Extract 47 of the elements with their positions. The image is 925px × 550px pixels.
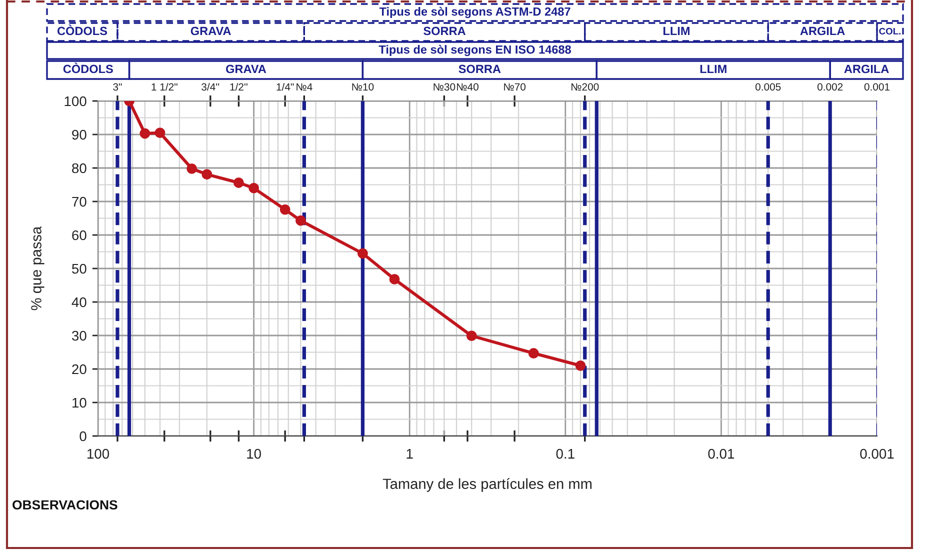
text: 3" [113,83,122,91]
text: ARGILA [844,64,889,74]
x-tick-label: 100 [87,448,110,459]
ref-line-label: 0.005 [755,83,781,91]
y-tick-label: 70 [72,196,86,207]
text: №30 [434,83,456,91]
text: Tipus de sòl segons EN ISO 14688 [378,44,571,56]
ref-line-label: 0.001 [864,83,890,91]
y-tick-label: 60 [72,230,86,240]
text: 1/4" [276,82,294,91]
text: LLIM [664,26,690,36]
y-tick-label: 30 [72,330,86,341]
y-tick-label: 90 [72,130,86,140]
text: №4 [296,83,312,91]
text: №70 [504,83,526,91]
text: №40 [457,83,478,91]
y-tick-label: 20 [72,364,86,374]
text: 1 1/2" [152,82,178,91]
text: SORRA [424,26,466,36]
text: CÒDOLS [57,24,108,36]
y-tick-label: 0 [80,431,86,442]
text: №200 [572,83,599,91]
y-axis-title: % que passa [31,226,44,310]
text: LLIM [700,64,726,74]
text: 3/4'' [202,82,220,91]
text: CÒDOLS [63,62,113,74]
text: GRAVA [226,64,266,74]
text: Tipus de sòl segons ASTM-D 2487 [379,6,570,18]
text: SORRA [458,64,501,74]
x-tick-label: 1 [406,449,413,459]
x-tick-label: 10 [247,448,261,459]
y-tick-label: 50 [72,264,86,274]
text: 1/2'' [230,82,248,91]
x-tick-label: 0.001 [860,448,894,459]
text: ARGILA [800,26,845,36]
text: №10 [352,83,374,91]
ref-line-label: 0.002 [817,83,843,91]
y-tick-label: 100 [64,96,86,106]
y-tick-label: 40 [72,297,86,308]
x-tick-label: 0.01 [708,448,734,459]
text: COL. [879,28,901,35]
text: GRAVA [190,26,231,36]
x-tick-label: 0.1 [556,448,574,459]
y-tick-label: 80 [72,163,86,174]
x-axis-title: Tamany de les partícules en mm [382,478,592,492]
text: OBSERVACIONS [12,500,118,510]
y-tick-label: 10 [72,398,86,408]
